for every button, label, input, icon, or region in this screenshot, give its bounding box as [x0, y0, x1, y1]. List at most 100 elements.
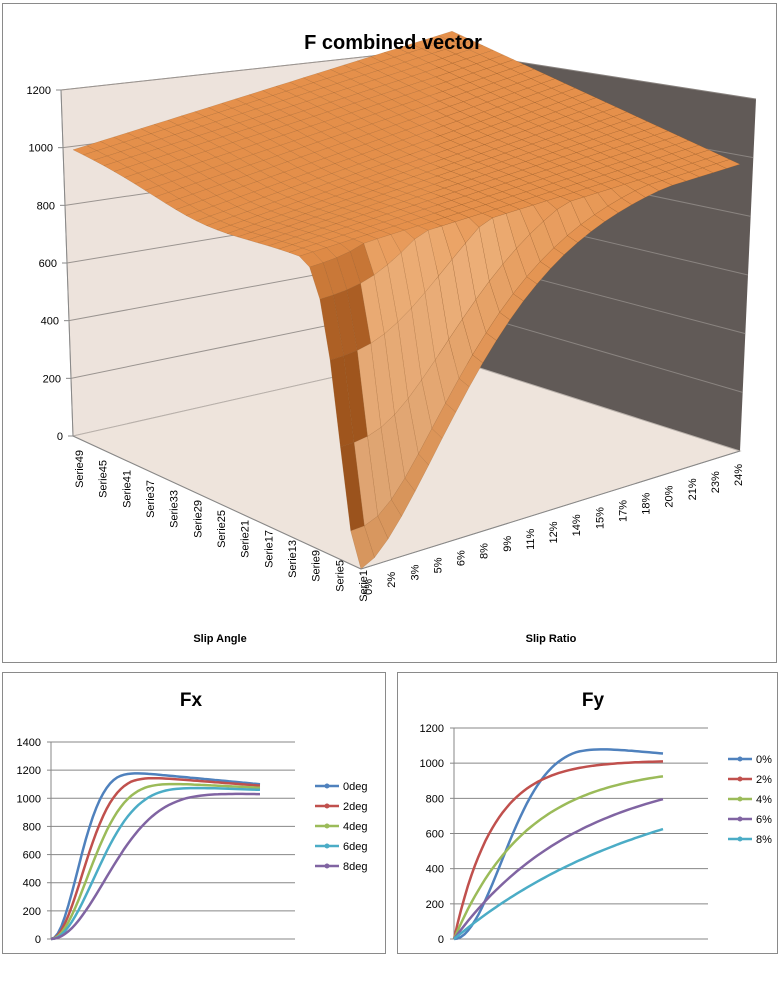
- surface-patch: [715, 159, 741, 169]
- surface-patch: [660, 144, 686, 154]
- z-tick-label: 800: [37, 200, 55, 212]
- surface-patch: [650, 139, 676, 150]
- fx-y-tick-label: 1200: [17, 765, 41, 777]
- surface-patch: [82, 150, 108, 161]
- slip-ratio-tick-label: 17%: [617, 500, 629, 522]
- surface-patch: [171, 176, 197, 188]
- surface-patch: [195, 178, 221, 190]
- slip-ratio-tick-label: 11%: [525, 528, 537, 549]
- surface-patch: [592, 102, 618, 113]
- surface-patch: [460, 200, 487, 210]
- surface-patch: [571, 92, 597, 103]
- slip-ratio-tick-label: 12%: [548, 521, 560, 543]
- surface-patch: [580, 214, 606, 232]
- surface-patch: [634, 184, 660, 198]
- slip-ratio-tick-label: 23%: [710, 471, 722, 493]
- slip-angle-tick-label: Serie9: [311, 550, 323, 582]
- surface-patch: [485, 312, 511, 341]
- surface-patch: [551, 116, 577, 127]
- surface-patch: [573, 187, 599, 198]
- slip-angle-tick-label: Serie1: [358, 570, 370, 602]
- surface-patch: [205, 184, 231, 196]
- fx-legend-label: 0deg: [343, 781, 367, 793]
- surface-patch: [585, 120, 611, 131]
- surface-patch: [181, 182, 207, 195]
- surface-patch: [431, 402, 457, 439]
- slip-angle-tick-label: Serie49: [74, 450, 86, 488]
- surface-patch: [130, 152, 156, 164]
- surface-patch: [543, 209, 568, 249]
- surface-patch: [412, 140, 438, 151]
- fy-legend-marker: [737, 836, 743, 842]
- surface-patch: [391, 477, 416, 517]
- slip-angle-ticks: Serie49 Serie45 Serie41 Serie37 Serie33 Serie…: [72, 435, 370, 602]
- fy-chart-title: Fy: [582, 690, 605, 711]
- fy-y-tick-label: 200: [426, 899, 444, 911]
- surface-patch: [377, 499, 402, 540]
- surface-patch: [607, 197, 633, 213]
- surface-chart-title: F combined vector: [304, 32, 482, 54]
- surface-patch: [633, 153, 660, 163]
- z-tick-label: 600: [39, 258, 57, 270]
- fy-series-line: [453, 748, 664, 941]
- surface-patch: [277, 244, 304, 253]
- fy-gridlines: [450, 727, 708, 940]
- surface-patch: [72, 145, 98, 156]
- surface-patch: [538, 182, 565, 193]
- fx-gridlines: [47, 741, 295, 940]
- fy-legend-label: 4%: [756, 794, 772, 806]
- fx-y-axis-ticks: 0 200 400 600 800 1000 1200 1400: [17, 737, 41, 946]
- slip-ratio-tick-label: 8%: [479, 543, 491, 559]
- fy-legend-label: 8%: [756, 834, 772, 846]
- fx-y-tick-label: 1400: [17, 737, 41, 749]
- slip-ratio-tick-label: 0%: [363, 579, 375, 595]
- surface-patch: [165, 198, 190, 210]
- slip-angle-tick-label: Serie45: [98, 460, 110, 498]
- slip-ratio-tick-label: 14%: [571, 514, 583, 536]
- surface-patch: [402, 167, 428, 177]
- slip-ratio-tick-label: 21%: [687, 478, 699, 500]
- fx-legend-marker: [324, 803, 330, 809]
- surface-patch: [204, 146, 231, 158]
- fy-y-tick-label: 600: [426, 829, 444, 841]
- fx-legend-marker: [324, 783, 330, 789]
- fy-y-tick-label: 1200: [420, 723, 444, 735]
- surface-patch: [520, 102, 546, 113]
- surface-patch: [439, 162, 466, 172]
- slip-angle-tick-label: Serie33: [169, 490, 181, 528]
- surface-patch: [418, 428, 443, 466]
- slip-angle-axis-label: Slip Angle: [193, 633, 246, 645]
- surface-patch: [495, 204, 521, 214]
- fx-legend-marker: [324, 863, 330, 869]
- surface-patch: [620, 190, 646, 205]
- surface-patch: [439, 130, 465, 141]
- fx-chart-panel: Fx 0 200 400 600 800 1000 1200 1400 0deg 2deg 4de…: [2, 672, 386, 954]
- slip-ratio-tick-label: 24%: [733, 464, 745, 486]
- fy-legend-label: 2%: [756, 774, 772, 786]
- surface-patch: [318, 231, 344, 240]
- surface-patch: [568, 102, 594, 113]
- surface-patch: [637, 175, 663, 186]
- surface-patch: [350, 525, 375, 570]
- fy-series-line: [453, 827, 664, 940]
- surface-patch: [535, 191, 562, 202]
- fx-y-tick-label: 1000: [17, 793, 41, 805]
- fx-chart-title: Fx: [180, 690, 203, 711]
- surface-patch: [429, 158, 455, 168]
- fx-y-tick-label: 600: [23, 850, 41, 862]
- fx-chart: Fx 0 200 400 600 800 1000 1200 1400 0deg 2deg 4de…: [17, 690, 368, 946]
- z-tick-label: 200: [43, 373, 61, 385]
- slip-ratio-tick-label: 15%: [594, 507, 606, 529]
- surface-patch: [300, 187, 326, 198]
- fx-legend-marker: [324, 823, 330, 829]
- surface-patch: [147, 174, 173, 187]
- surface-patch: [553, 235, 579, 256]
- surface-patch: [559, 192, 585, 202]
- surface-patch: [684, 144, 710, 155]
- surface-patch: [566, 174, 592, 184]
- z-axis-ticks: 0 200 400 600 800 1000 1200: [27, 85, 74, 443]
- z-tick-label: 0: [57, 431, 63, 443]
- fy-y-tick-label: 0: [438, 934, 444, 946]
- surface-patch: [216, 224, 242, 234]
- fx-series-line: [50, 776, 261, 941]
